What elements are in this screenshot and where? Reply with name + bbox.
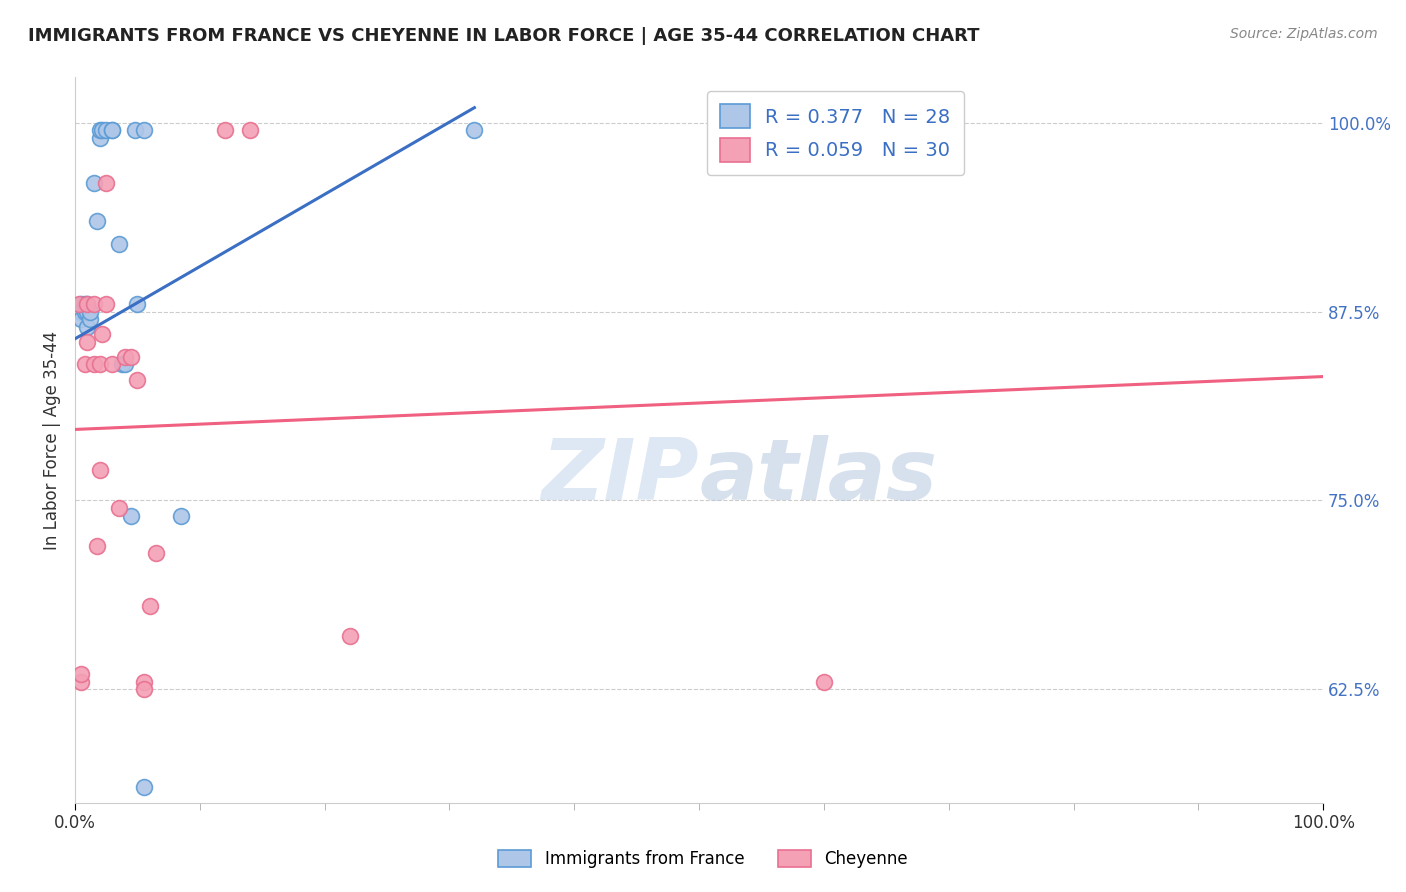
Point bbox=[139, 599, 162, 614]
Point bbox=[114, 358, 136, 372]
Point bbox=[170, 508, 193, 523]
Text: atlas: atlas bbox=[699, 434, 938, 517]
Point bbox=[79, 312, 101, 326]
Legend: Immigrants from France, Cheyenne: Immigrants from France, Cheyenne bbox=[491, 843, 915, 875]
Point bbox=[120, 350, 142, 364]
Point bbox=[73, 358, 96, 372]
Point bbox=[463, 123, 485, 137]
Y-axis label: In Labor Force | Age 35-44: In Labor Force | Age 35-44 bbox=[44, 330, 60, 549]
Point bbox=[132, 123, 155, 137]
Point bbox=[813, 674, 835, 689]
Point bbox=[89, 463, 111, 477]
Point bbox=[76, 297, 98, 311]
Point bbox=[214, 123, 236, 137]
Point bbox=[70, 304, 93, 318]
Point bbox=[83, 297, 105, 311]
Point bbox=[76, 304, 98, 318]
Point bbox=[101, 123, 124, 137]
Point bbox=[73, 304, 96, 318]
Point bbox=[83, 176, 105, 190]
Point bbox=[132, 674, 155, 689]
Point bbox=[132, 682, 155, 697]
Point bbox=[127, 297, 149, 311]
Point bbox=[86, 539, 108, 553]
Point bbox=[127, 373, 149, 387]
Point bbox=[132, 780, 155, 795]
Point bbox=[76, 319, 98, 334]
Legend: R = 0.377   N = 28, R = 0.059   N = 30: R = 0.377 N = 28, R = 0.059 N = 30 bbox=[707, 91, 965, 175]
Point bbox=[101, 123, 124, 137]
Text: Source: ZipAtlas.com: Source: ZipAtlas.com bbox=[1230, 27, 1378, 41]
Point bbox=[107, 501, 129, 516]
Point bbox=[83, 358, 105, 372]
Point bbox=[70, 674, 93, 689]
Point bbox=[120, 508, 142, 523]
Point bbox=[76, 334, 98, 349]
Point bbox=[67, 297, 90, 311]
Point bbox=[145, 546, 167, 560]
Point bbox=[111, 358, 134, 372]
Point bbox=[239, 123, 262, 137]
Point bbox=[124, 123, 146, 137]
Point bbox=[70, 297, 93, 311]
Point bbox=[96, 123, 118, 137]
Point bbox=[79, 304, 101, 318]
Text: IMMIGRANTS FROM FRANCE VS CHEYENNE IN LABOR FORCE | AGE 35-44 CORRELATION CHART: IMMIGRANTS FROM FRANCE VS CHEYENNE IN LA… bbox=[28, 27, 980, 45]
Point bbox=[688, 841, 710, 855]
Point bbox=[875, 123, 897, 137]
Point bbox=[938, 811, 960, 825]
Point bbox=[73, 297, 96, 311]
Point bbox=[101, 358, 124, 372]
Point bbox=[70, 312, 93, 326]
Point bbox=[91, 123, 114, 137]
Text: ZIP: ZIP bbox=[541, 434, 699, 517]
Point bbox=[96, 297, 118, 311]
Point bbox=[89, 358, 111, 372]
Point bbox=[339, 629, 361, 643]
Point bbox=[86, 214, 108, 228]
Point bbox=[114, 350, 136, 364]
Point bbox=[89, 123, 111, 137]
Point bbox=[76, 297, 98, 311]
Point bbox=[107, 236, 129, 251]
Point bbox=[96, 176, 118, 190]
Point bbox=[89, 131, 111, 145]
Point bbox=[70, 667, 93, 681]
Point bbox=[91, 327, 114, 342]
